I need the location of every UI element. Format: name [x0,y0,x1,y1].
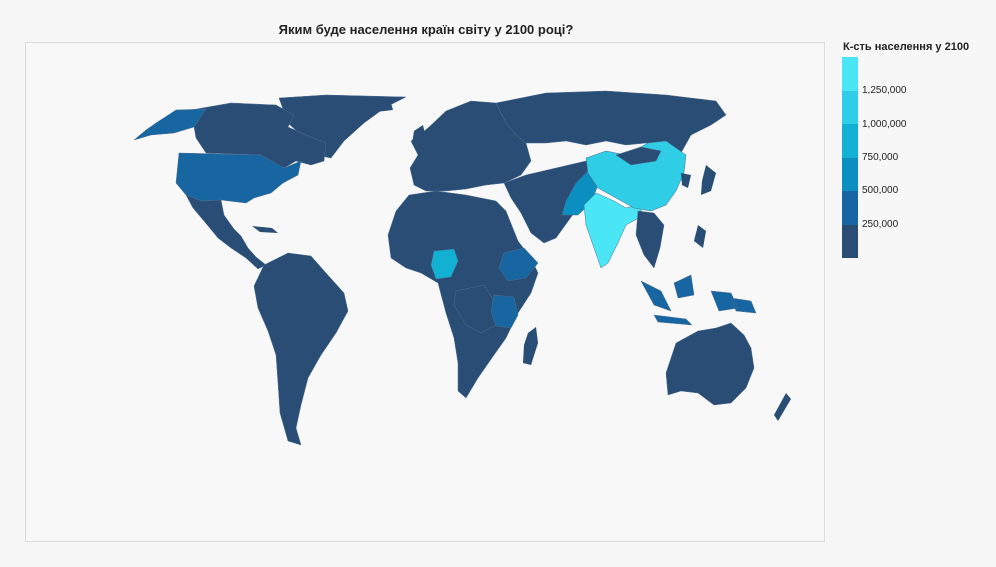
legend-swatch [842,124,858,158]
alaska[interactable] [133,108,207,141]
russia[interactable] [495,90,727,154]
legend-tick: 750,000 [862,152,899,163]
canada[interactable] [190,102,327,169]
legend-swatch [842,57,858,91]
madagascar[interactable] [523,327,538,365]
legend-swatch [842,191,858,225]
legend-tick: 1,000,000 [862,119,907,130]
ethiopia[interactable] [498,247,539,282]
legend-title: К-сть населення у 2100 [843,41,970,53]
south-america[interactable] [253,252,349,446]
tanzania[interactable] [490,294,519,329]
map-title: Яким буде населення країн світу у 2100 р… [278,22,574,37]
europe[interactable] [409,100,532,192]
legend-tick: 500,000 [862,185,899,196]
world-map[interactable] [25,42,825,542]
legend-swatch [842,157,858,191]
mexico[interactable] [185,194,267,270]
australia[interactable] [665,322,755,406]
world-map-svg[interactable] [26,43,826,543]
united-kingdom[interactable] [412,125,426,148]
dr-congo[interactable] [453,284,497,334]
japan[interactable] [701,165,716,195]
legend-tick: 250,000 [862,219,899,230]
korea[interactable] [681,173,691,188]
southeast-asia[interactable] [635,210,665,269]
new-zealand[interactable] [774,393,791,421]
mongolia[interactable] [615,146,662,166]
legend-colorbar [842,57,858,258]
indonesia[interactable] [640,274,757,326]
india[interactable] [583,192,645,269]
legend-swatch [842,224,858,258]
cuba[interactable] [252,226,278,233]
iceland[interactable] [374,103,393,112]
legend-swatch [842,90,858,124]
nigeria[interactable] [430,248,459,280]
philippines[interactable] [694,225,706,248]
legend-tick: 1,250,000 [862,85,907,96]
